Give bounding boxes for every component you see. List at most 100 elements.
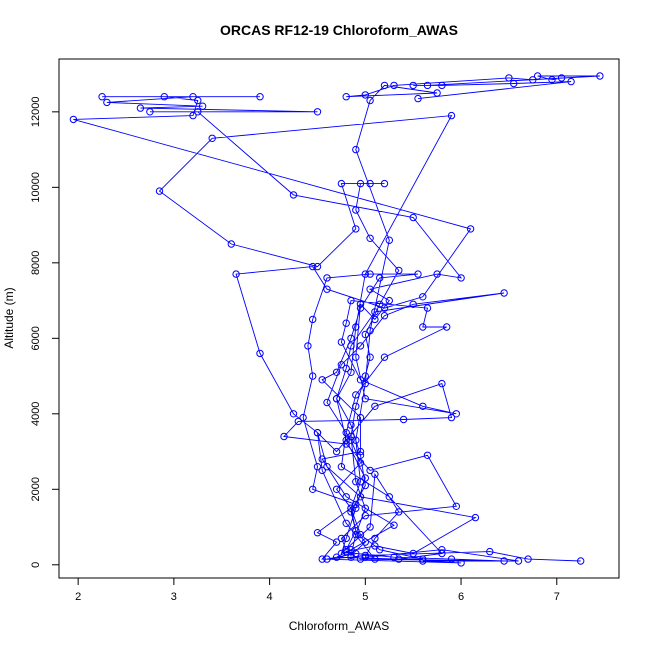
data-point bbox=[356, 493, 365, 501]
data-point bbox=[409, 81, 417, 90]
data-point bbox=[361, 270, 369, 278]
data-point bbox=[390, 553, 398, 561]
data-point bbox=[103, 98, 111, 107]
data-point bbox=[548, 76, 556, 84]
data-point bbox=[309, 485, 317, 493]
x-tick-label: 4 bbox=[267, 591, 273, 603]
y-tick-label: 8000 bbox=[30, 251, 42, 275]
y-tick-label: 6000 bbox=[30, 326, 42, 350]
data-point bbox=[342, 319, 350, 327]
data-point bbox=[352, 549, 360, 558]
data-point bbox=[356, 478, 365, 486]
data-point bbox=[399, 415, 408, 424]
data-point bbox=[366, 327, 374, 335]
data-point bbox=[371, 315, 379, 324]
data-point bbox=[361, 330, 369, 339]
data-point bbox=[419, 555, 427, 563]
data-point bbox=[342, 493, 350, 501]
data-point bbox=[352, 323, 360, 331]
x-axis: 2 3 4 5 6 7 bbox=[75, 578, 560, 603]
data-point bbox=[366, 234, 374, 243]
data-point bbox=[395, 508, 403, 516]
data-point bbox=[347, 504, 355, 512]
data-point bbox=[361, 474, 369, 482]
data-point bbox=[347, 432, 355, 441]
data-point bbox=[533, 72, 542, 80]
data-point bbox=[332, 368, 341, 376]
data-point bbox=[337, 179, 346, 188]
data-point bbox=[294, 417, 302, 426]
data-point bbox=[352, 478, 360, 486]
data-point bbox=[385, 493, 393, 501]
data-point bbox=[318, 376, 326, 384]
data-point bbox=[318, 555, 326, 563]
data-point bbox=[409, 213, 417, 222]
data-point bbox=[323, 274, 331, 282]
y-tick-label: 12000 bbox=[30, 97, 42, 128]
data-point bbox=[419, 293, 427, 301]
data-point bbox=[457, 274, 465, 282]
data-point bbox=[337, 463, 346, 471]
data-point bbox=[347, 296, 355, 305]
data-point bbox=[500, 289, 508, 297]
data-point bbox=[337, 361, 346, 369]
data-point bbox=[361, 512, 369, 520]
data-point bbox=[376, 300, 384, 308]
data-point bbox=[256, 93, 264, 101]
data-point bbox=[356, 376, 365, 384]
data-point bbox=[419, 402, 427, 410]
data-point bbox=[352, 391, 360, 399]
data-point bbox=[332, 538, 341, 546]
data-point bbox=[352, 206, 360, 214]
data-point bbox=[371, 555, 379, 563]
data-point bbox=[356, 300, 365, 308]
y-axis: 0 2000 4000 6000 8000 10000 12000 bbox=[30, 97, 59, 568]
data-point bbox=[194, 108, 202, 116]
data-point bbox=[198, 102, 207, 110]
data-point bbox=[457, 559, 465, 567]
data-point bbox=[356, 342, 365, 350]
data-point bbox=[289, 191, 298, 199]
data-point bbox=[438, 81, 446, 90]
data-point bbox=[380, 353, 389, 361]
data-point bbox=[361, 372, 369, 380]
data-point bbox=[289, 410, 298, 418]
data-point bbox=[313, 262, 322, 271]
data-point bbox=[395, 555, 403, 563]
data-point bbox=[342, 364, 350, 373]
x-tick-label: 3 bbox=[171, 591, 177, 603]
data-point bbox=[347, 551, 355, 560]
data-point bbox=[371, 470, 379, 478]
x-tick-label: 5 bbox=[362, 591, 368, 603]
data-point bbox=[452, 410, 460, 418]
data-point bbox=[380, 312, 389, 320]
data-point bbox=[380, 179, 389, 188]
data-point bbox=[577, 557, 585, 565]
data-point bbox=[423, 304, 432, 312]
data-point bbox=[352, 500, 360, 509]
data-point bbox=[347, 508, 355, 516]
data-point bbox=[256, 349, 264, 358]
data-point bbox=[352, 402, 360, 410]
data-point bbox=[352, 353, 360, 361]
y-tick-label: 2000 bbox=[30, 477, 42, 501]
data-point bbox=[414, 94, 422, 103]
data-point bbox=[352, 530, 360, 539]
data-point bbox=[309, 315, 317, 324]
data-point bbox=[414, 270, 422, 278]
data-point bbox=[356, 451, 365, 459]
data-point bbox=[318, 455, 326, 463]
y-tick-label: 0 bbox=[30, 562, 42, 568]
data-point bbox=[486, 547, 494, 556]
data-point bbox=[361, 91, 369, 99]
data-point bbox=[443, 323, 451, 331]
data-point bbox=[146, 108, 154, 116]
data-point bbox=[347, 421, 355, 429]
data-point bbox=[361, 481, 369, 490]
data-point bbox=[356, 447, 365, 456]
data-point bbox=[366, 270, 374, 278]
data-point bbox=[361, 553, 369, 561]
data-point bbox=[227, 240, 236, 248]
data-point bbox=[323, 463, 331, 471]
